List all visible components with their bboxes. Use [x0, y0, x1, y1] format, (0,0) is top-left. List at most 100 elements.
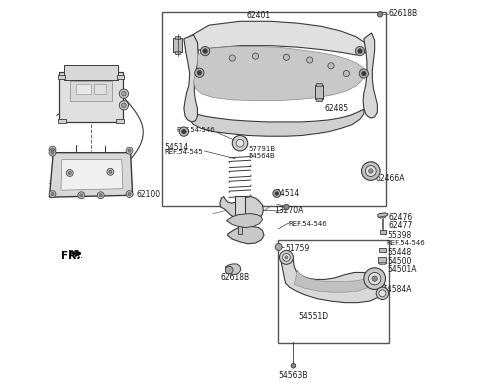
Circle shape [68, 171, 71, 175]
Circle shape [283, 54, 289, 60]
Text: REF.54-545: REF.54-545 [165, 149, 203, 155]
Circle shape [128, 192, 131, 195]
Circle shape [203, 49, 207, 53]
Circle shape [49, 149, 56, 156]
Polygon shape [193, 46, 364, 101]
Bar [278, 240, 389, 343]
Circle shape [78, 192, 85, 199]
FancyBboxPatch shape [175, 36, 180, 39]
Polygon shape [227, 214, 263, 228]
Polygon shape [228, 226, 264, 244]
Circle shape [201, 46, 210, 56]
Text: 13270A: 13270A [274, 206, 303, 216]
FancyBboxPatch shape [173, 38, 182, 52]
Circle shape [376, 287, 389, 300]
Circle shape [358, 49, 362, 53]
FancyBboxPatch shape [58, 75, 65, 79]
Polygon shape [378, 213, 388, 217]
Circle shape [107, 168, 114, 175]
Circle shape [121, 103, 126, 108]
Text: 54564B: 54564B [249, 152, 276, 159]
Polygon shape [380, 216, 385, 218]
Circle shape [225, 266, 233, 274]
Polygon shape [363, 33, 377, 118]
FancyBboxPatch shape [70, 81, 112, 101]
FancyBboxPatch shape [59, 72, 123, 122]
Circle shape [49, 146, 56, 153]
Circle shape [51, 151, 54, 154]
Circle shape [283, 253, 290, 261]
Polygon shape [186, 21, 368, 55]
Circle shape [377, 12, 383, 17]
Circle shape [128, 149, 131, 152]
Polygon shape [281, 251, 385, 303]
Circle shape [179, 127, 189, 136]
Circle shape [365, 166, 376, 176]
Circle shape [359, 69, 369, 78]
Circle shape [99, 194, 102, 197]
Circle shape [232, 135, 248, 151]
Text: 62477: 62477 [389, 221, 413, 230]
Circle shape [119, 89, 129, 98]
Text: 54501A: 54501A [387, 265, 417, 274]
Text: 62466: 62466 [186, 46, 210, 55]
Circle shape [369, 272, 381, 285]
Circle shape [361, 162, 380, 180]
Circle shape [252, 53, 259, 59]
Text: 54551D: 54551D [299, 312, 329, 321]
Circle shape [51, 148, 54, 151]
Bar [162, 12, 385, 206]
Circle shape [197, 70, 202, 75]
Circle shape [307, 57, 313, 63]
Text: 57791B: 57791B [249, 146, 276, 152]
Text: 54563B: 54563B [279, 371, 308, 380]
Circle shape [355, 46, 365, 56]
FancyBboxPatch shape [316, 83, 322, 86]
FancyBboxPatch shape [380, 230, 385, 234]
Polygon shape [49, 152, 132, 197]
Text: REF.54-546: REF.54-546 [386, 240, 425, 246]
FancyBboxPatch shape [316, 98, 322, 101]
Circle shape [275, 192, 279, 195]
FancyBboxPatch shape [94, 84, 106, 94]
Text: 54514: 54514 [276, 189, 300, 198]
Circle shape [49, 190, 56, 197]
Text: REF.54-546: REF.54-546 [176, 127, 215, 133]
Polygon shape [225, 264, 241, 275]
Circle shape [121, 91, 126, 96]
Polygon shape [294, 270, 380, 292]
Text: REF.54-546: REF.54-546 [288, 221, 327, 227]
Text: 54514: 54514 [165, 143, 189, 152]
FancyBboxPatch shape [238, 222, 242, 234]
Text: FR.: FR. [68, 250, 83, 260]
Circle shape [109, 170, 112, 173]
FancyBboxPatch shape [175, 51, 180, 54]
Text: FR.: FR. [61, 251, 81, 261]
Circle shape [119, 101, 129, 110]
Text: 62485: 62485 [324, 104, 348, 113]
Circle shape [229, 55, 235, 61]
Circle shape [273, 190, 281, 197]
Text: REF. 37-390: REF. 37-390 [58, 152, 100, 159]
Circle shape [343, 70, 349, 77]
Text: 62401: 62401 [247, 11, 271, 20]
FancyBboxPatch shape [315, 85, 323, 99]
Circle shape [284, 204, 289, 210]
Circle shape [275, 243, 282, 250]
FancyBboxPatch shape [379, 248, 386, 252]
Circle shape [51, 192, 54, 195]
Text: 55398: 55398 [387, 231, 411, 240]
Polygon shape [187, 106, 364, 136]
Circle shape [285, 256, 288, 259]
Circle shape [328, 63, 334, 69]
FancyBboxPatch shape [58, 119, 66, 123]
Circle shape [80, 194, 83, 197]
Text: 62618B: 62618B [389, 9, 418, 18]
FancyBboxPatch shape [379, 262, 385, 264]
Text: 51759: 51759 [285, 244, 310, 253]
Text: 62476: 62476 [389, 213, 413, 222]
Polygon shape [61, 159, 123, 190]
Circle shape [126, 147, 133, 154]
Text: 54500: 54500 [387, 257, 411, 267]
Circle shape [66, 170, 73, 176]
